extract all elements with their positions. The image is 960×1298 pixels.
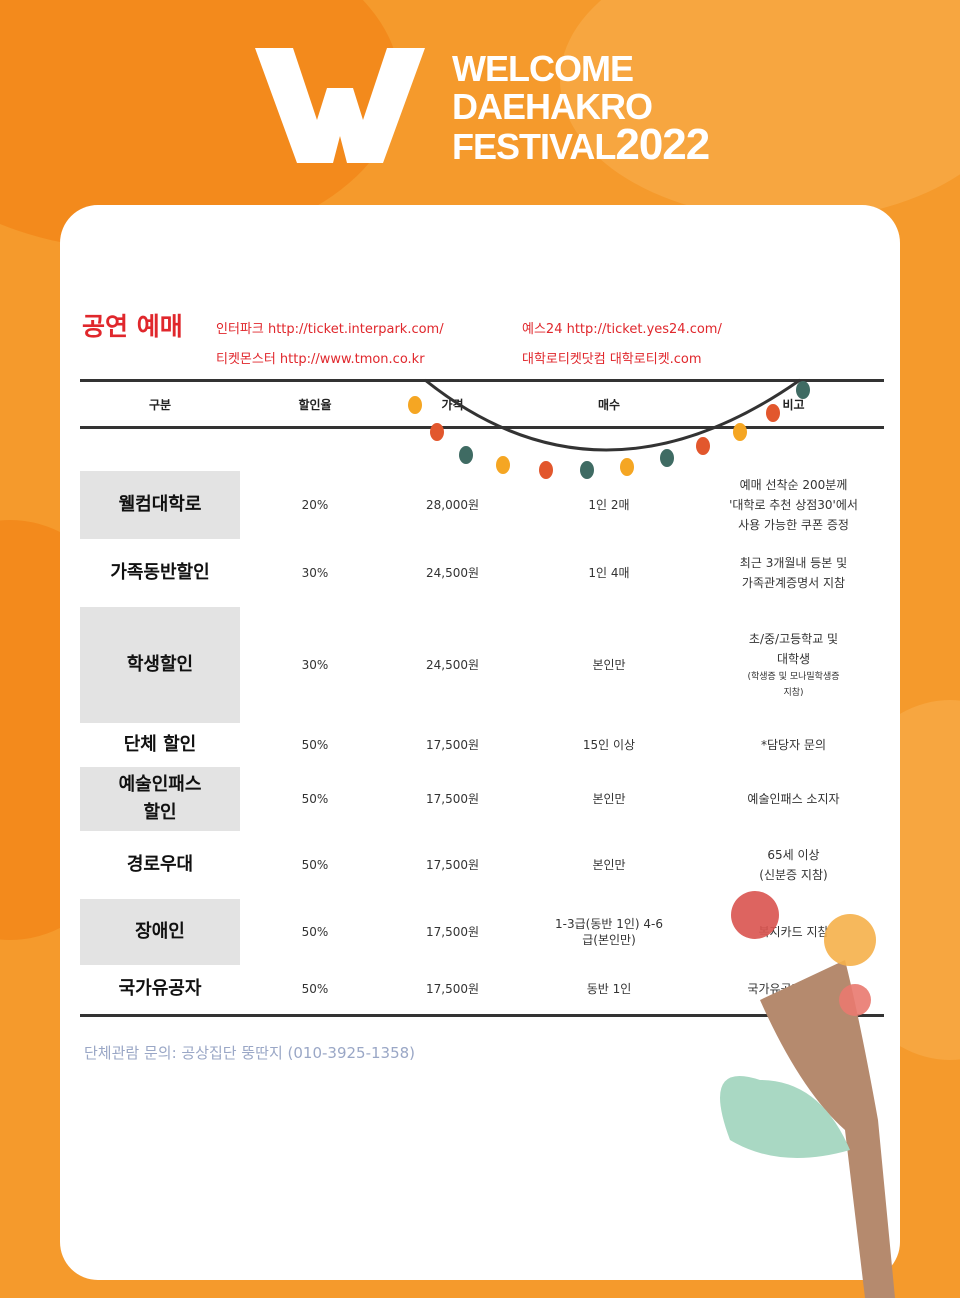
row-price: 24,500원: [425, 566, 480, 580]
row-price: 17,500원: [425, 858, 480, 872]
note-line: 65세 이상: [767, 848, 820, 862]
row-rate: 50%: [301, 925, 329, 939]
note-line: '대학로 추천 상점30'에서: [729, 498, 858, 512]
row-category: 장애인: [80, 899, 240, 965]
row-price: 28,000원: [425, 498, 480, 512]
group-inquiry-footer: 단체관람 문의: 공상집단 뚱딴지 (010-3925-1358): [84, 1044, 416, 1062]
note-line: 예매 선착순 200분께: [739, 478, 848, 492]
row-qty: 동반 1인: [515, 965, 703, 1017]
festival-logo-text: WELCOME DAEHAKRO FESTIVAL2022: [452, 48, 710, 167]
note-small-line: (학생증 및 모나밀학생증: [747, 672, 840, 682]
booking-title: 공연 예매: [82, 312, 183, 341]
note-line: 가족관계증명서 지참: [741, 576, 846, 590]
table-row: 가족동반할인 30% 24,500원 1인 4매 최근 3개월내 등본 및 가족…: [80, 539, 884, 607]
note-small-line: 지참): [783, 688, 804, 698]
row-category: 단체 할인: [123, 734, 197, 755]
row-note: 최근 3개월내 등본 및 가족관계증명서 지참: [703, 539, 884, 607]
row-note: 예매 선착순 200분께 '대학로 추천 상점30'에서 사용 가능한 쿠폰 증…: [703, 471, 884, 539]
note-line: 복지카드 지참: [758, 925, 829, 939]
row-note: *담당자 문의: [703, 723, 884, 767]
header-rate: 할인율: [240, 379, 390, 429]
table-header-row: 구분 할인율 가격 매수 비고: [80, 379, 884, 429]
header-category: 구분: [80, 379, 240, 429]
note-line: *담당자 문의: [760, 738, 826, 752]
row-category: 경로우대: [126, 854, 194, 875]
table-row: 국가유공자 50% 17,500원 동반 1인 국가유공자증 지참: [80, 965, 884, 1017]
row-qty: 15인 이상: [582, 738, 636, 752]
row-price: 17,500원: [390, 965, 515, 1017]
row-note: 초/중/고등학교 및 대학생 (학생증 및 모나밀학생증 지참): [703, 607, 884, 723]
row-price: 17,500원: [425, 925, 480, 939]
note-line: 사용 가능한 쿠폰 증정: [738, 518, 849, 532]
table-row: 학생할인 30% 24,500원 본인만 초/중/고등학교 및 대학생 (학생증…: [80, 607, 884, 723]
row-note: 65세 이상 (신분증 지참): [703, 831, 884, 899]
row-rate: 20%: [301, 498, 329, 512]
table-spacer: [80, 428, 884, 472]
logo-year: 2022: [615, 120, 710, 169]
row-rate: 50%: [301, 738, 329, 752]
row-price: 17,500원: [425, 738, 480, 752]
booking-link-daehakro-ticket[interactable]: 대학로티켓닷컴 대학로티켓.com: [522, 352, 702, 367]
row-note: 예술인패스 소지자: [703, 767, 884, 831]
row-qty: 1인 4매: [588, 566, 630, 580]
booking-link-yes24[interactable]: 예스24 http://ticket.yes24.com/: [522, 322, 722, 337]
row-rate: 50%: [240, 965, 390, 1017]
logo-festival: FESTIVAL: [452, 126, 616, 167]
header-price: 가격: [390, 379, 515, 429]
row-category: 가족동반할인: [110, 562, 210, 583]
row-price: 24,500원: [425, 658, 480, 672]
row-category: 웰컴대학로: [80, 471, 240, 539]
row-rate: 30%: [301, 566, 329, 580]
booking-link-interpark[interactable]: 인터파크 http://ticket.interpark.com/: [216, 322, 444, 337]
row-price: 17,500원: [425, 792, 480, 806]
note-line: 최근 3개월내 등본 및: [739, 556, 848, 570]
note-line: 대학생: [776, 652, 811, 666]
table-row: 예술인패스 할인 50% 17,500원 본인만 예술인패스 소지자: [80, 767, 884, 831]
row-qty: 본인만: [592, 658, 626, 672]
discount-table: 구분 할인율 가격 매수 비고 웰컴대학로 20% 28,000원 1인 2매 …: [80, 379, 884, 1017]
row-category: 국가유공자: [80, 965, 240, 1017]
row-qty: 1인 2매: [588, 498, 630, 512]
row-qty: 본인만: [592, 792, 626, 806]
table-row: 경로우대 50% 17,500원 본인만 65세 이상 (신분증 지참): [80, 831, 884, 899]
row-category: 예술인패스 할인: [80, 767, 240, 831]
row-note: 복지카드 지참: [703, 899, 884, 965]
logo-line-3: FESTIVAL2022: [452, 123, 710, 167]
note-line: 초/중/고등학교 및: [748, 632, 839, 646]
row-rate: 50%: [301, 858, 329, 872]
row-qty: 본인만: [592, 858, 626, 872]
row-note: 국가유공자증 지참: [703, 965, 884, 1017]
table-row: 웰컴대학로 20% 28,000원 1인 2매 예매 선착순 200분께 '대학…: [80, 471, 884, 539]
row-category: 학생할인: [80, 607, 240, 723]
festival-logo-w-icon: [255, 48, 425, 163]
row-rate: 30%: [301, 658, 329, 672]
note-line: 예술인패스 소지자: [747, 792, 840, 806]
booking-link-tmon[interactable]: 티켓몬스터 http://www.tmon.co.kr: [216, 352, 425, 367]
logo-line-1: WELCOME: [452, 48, 634, 89]
row-rate: 50%: [301, 792, 329, 806]
row-qty: 1-3급(동반 1인) 4-6급(본인만): [555, 917, 663, 947]
header-qty: 매수: [515, 379, 703, 429]
table-row: 장애인 50% 17,500원 1-3급(동반 1인) 4-6급(본인만) 복지…: [80, 899, 884, 965]
logo-line-2: DAEHAKRO: [452, 86, 653, 127]
table-row: 단체 할인 50% 17,500원 15인 이상 *담당자 문의: [80, 723, 884, 767]
header-note: 비고: [703, 379, 884, 429]
note-line: 국가유공자증 지참: [747, 982, 840, 997]
note-line: (신분증 지참): [759, 868, 828, 882]
